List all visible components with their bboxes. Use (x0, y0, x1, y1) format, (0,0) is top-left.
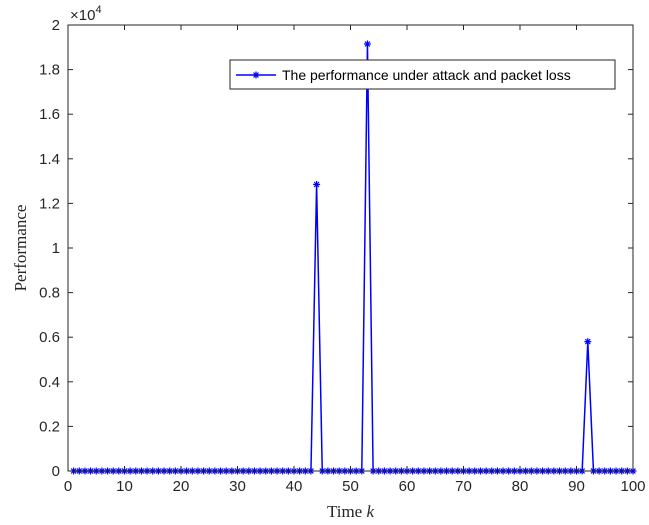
x-tick-label: 10 (116, 478, 133, 495)
legend-marker-icon (252, 71, 260, 79)
data-point-marker (313, 180, 321, 188)
x-axis: 0 10 20 30 40 50 60 70 80 90 100 (64, 25, 646, 495)
x-tick-label: 30 (229, 478, 246, 495)
y-multiplier-base: ×10 (70, 7, 95, 24)
legend-entry-label: The performance under attack and packet … (282, 67, 571, 83)
x-tick-label: 70 (455, 478, 472, 495)
x-tick-label: 50 (342, 478, 359, 495)
plot-area (68, 25, 633, 471)
x-tick-label: 0 (64, 478, 72, 495)
y-axis-label: Performance (11, 205, 30, 292)
y-tick-label: 0 (52, 463, 60, 480)
y-tick-label: 0.4 (39, 374, 60, 391)
x-tick-label: 90 (568, 478, 585, 495)
x-tick-label: 20 (173, 478, 190, 495)
legend-marker-star (252, 71, 260, 79)
x-axis-label-text: Time (327, 502, 362, 521)
x-tick-label: 60 (399, 478, 416, 495)
legend: The performance under attack and packet … (229, 59, 616, 90)
legend-box (229, 59, 616, 90)
y-tick-label: 0.8 (39, 285, 60, 302)
y-tick-label: 2 (52, 17, 60, 34)
data-point-marker (363, 40, 371, 48)
y-tick-label: 1.6 (39, 106, 60, 123)
y-tick-label: 1 (52, 240, 60, 257)
x-tick-label: 40 (286, 478, 303, 495)
y-multiplier-exponent: 4 (95, 4, 101, 16)
x-axis-label: Time k (327, 502, 375, 521)
y-axis: 0 0.2 0.4 0.6 0.8 1 1.2 1.4 1.6 1.8 2 (39, 17, 633, 480)
data-point-marker (584, 338, 592, 346)
x-axis-label-var: k (366, 502, 374, 521)
y-tick-label: 0.6 (39, 329, 60, 346)
y-tick-label: 1.8 (39, 62, 60, 79)
y-tick-label: 1.4 (39, 151, 60, 168)
x-tick-label: 80 (512, 478, 529, 495)
y-tick-label: 1.2 (39, 195, 60, 212)
x-tick-label: 100 (620, 478, 645, 495)
y-axis-multiplier: ×104 (70, 4, 102, 24)
y-tick-label: 0.2 (39, 418, 60, 435)
